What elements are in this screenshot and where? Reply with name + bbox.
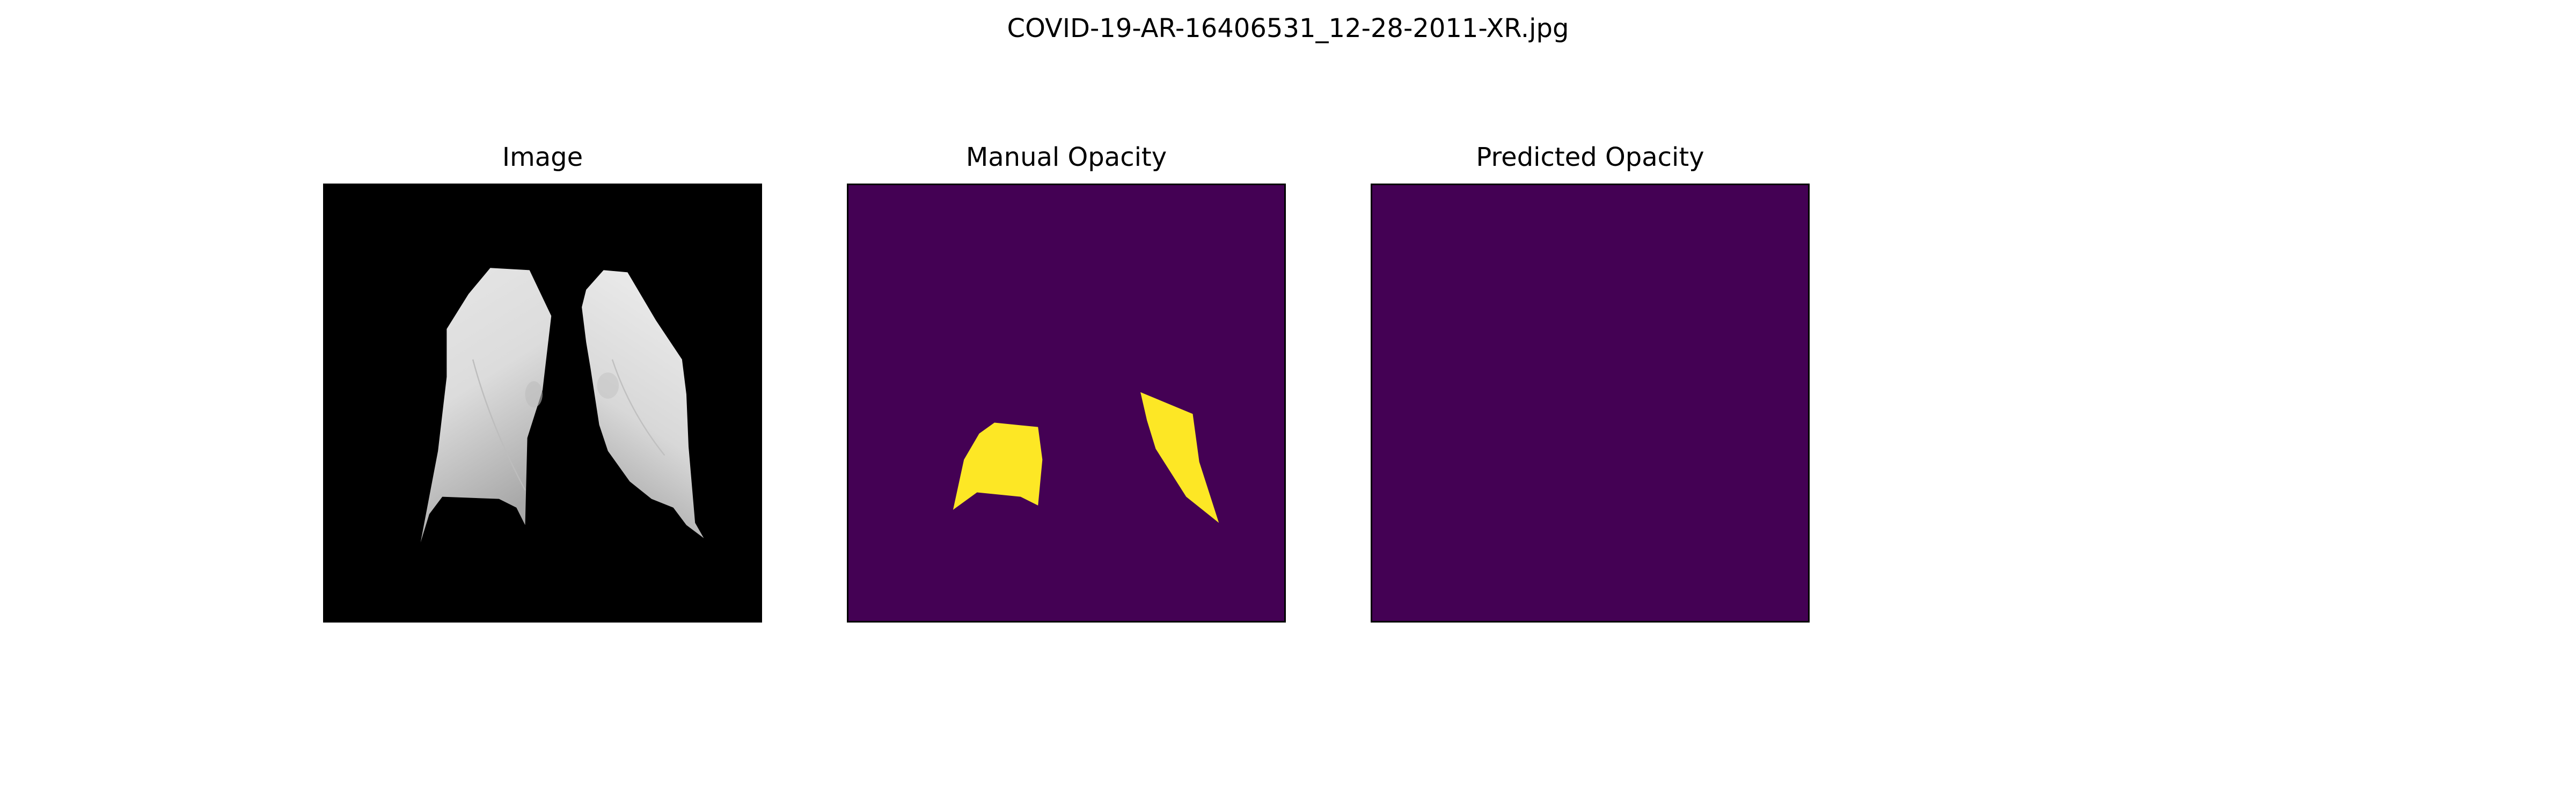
xray-lungs-graphic — [325, 185, 760, 621]
predicted-mask-graphic — [1372, 185, 1808, 621]
predicted-opacity-panel: Predicted Opacity — [1371, 142, 1810, 623]
predicted-opacity-title: Predicted Opacity — [1476, 142, 1704, 172]
image-panel: Image — [323, 142, 762, 623]
manual-mask-graphic — [848, 185, 1284, 621]
predicted-opacity-mask — [1371, 184, 1810, 623]
right-lung-region — [582, 270, 704, 538]
manual-opacity-panel: Manual Opacity — [847, 142, 1286, 623]
xray-image — [323, 184, 762, 623]
image-panel-title: Image — [502, 142, 583, 172]
manual-opacity-title: Manual Opacity — [965, 142, 1167, 172]
opacity-region-right — [1140, 392, 1219, 523]
opacity-region-left — [953, 422, 1043, 510]
manual-opacity-mask — [847, 184, 1286, 623]
left-lung-region — [420, 268, 552, 543]
figure-title: COVID-19-AR-16406531_12-28-2011-XR.jpg — [1007, 13, 1569, 43]
